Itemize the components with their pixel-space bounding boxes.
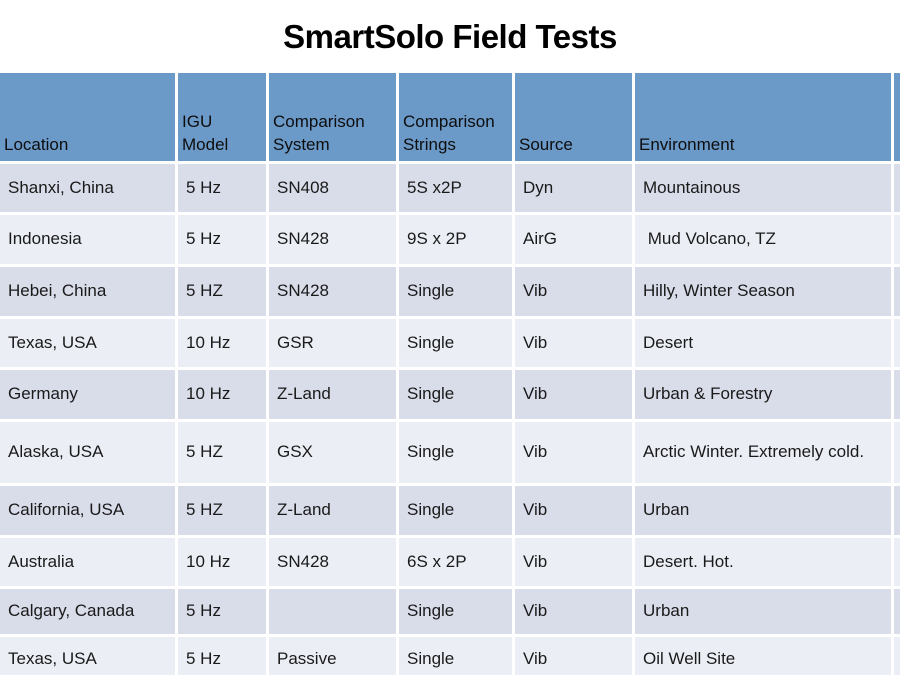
table-cell: California, USA xyxy=(0,486,175,535)
table-cell: 5S x2P xyxy=(399,164,512,212)
table-cell: Shanxi, China xyxy=(0,164,175,212)
cutoff-column-sliver xyxy=(894,164,900,212)
table-cell: Alaska, USA xyxy=(0,422,175,483)
table-cell: Hebei, China xyxy=(0,267,175,316)
column-header-source: Source xyxy=(515,73,632,161)
table-cell: Hilly, Winter Season xyxy=(635,267,891,316)
table-cell: 6S x 2P xyxy=(399,538,512,586)
table-cell: Passive xyxy=(269,637,396,675)
column-header-location: Location xyxy=(0,73,175,161)
table-cell: Vib xyxy=(515,637,632,675)
table-cell: Single xyxy=(399,267,512,316)
cutoff-column-sliver xyxy=(894,637,900,675)
table-cell: Vib xyxy=(515,370,632,419)
table-cell: GSX xyxy=(269,422,396,483)
table-cell: 9S x 2P xyxy=(399,215,512,264)
table-cell: Calgary, Canada xyxy=(0,589,175,634)
table-cell xyxy=(269,589,396,634)
table-cell: Vib xyxy=(515,538,632,586)
table-cell: 5 Hz xyxy=(178,215,266,264)
table-cell: Oil Well Site xyxy=(635,637,891,675)
table-cell: 5 HZ xyxy=(178,267,266,316)
table-cell: Texas, USA xyxy=(0,637,175,675)
column-header-igu-model: IGU Model xyxy=(178,73,266,161)
table-cell: Arctic Winter. Extremely cold. xyxy=(635,422,891,483)
table-cell: Texas, USA xyxy=(0,319,175,367)
table-cell: Australia xyxy=(0,538,175,586)
column-header-comparison-system: Comparison System xyxy=(269,73,396,161)
page-title: SmartSolo Field Tests xyxy=(283,18,617,55)
table-cell: Mud Volcano, TZ xyxy=(635,215,891,264)
table-cell: Single xyxy=(399,422,512,483)
table-cell: AirG xyxy=(515,215,632,264)
table-cell: Vib xyxy=(515,267,632,316)
table-cell: Desert xyxy=(635,319,891,367)
table-cell: 5 Hz xyxy=(178,164,266,212)
table-cell: SN428 xyxy=(269,538,396,586)
table-cell: Z-Land xyxy=(269,370,396,419)
cutoff-column-sliver xyxy=(894,215,900,264)
table-cell: Single xyxy=(399,319,512,367)
table-cell: Desert. Hot. xyxy=(635,538,891,586)
cutoff-column-sliver xyxy=(894,73,900,161)
table-cell: 5 HZ xyxy=(178,486,266,535)
table-cell: Mountainous xyxy=(635,164,891,212)
table-cell: SN428 xyxy=(269,267,396,316)
table-cell: 5 Hz xyxy=(178,637,266,675)
table-cell: GSR xyxy=(269,319,396,367)
cutoff-column-sliver xyxy=(894,538,900,586)
cutoff-column-sliver xyxy=(894,589,900,634)
table-cell: Single xyxy=(399,370,512,419)
table-cell: SN428 xyxy=(269,215,396,264)
table-cell: 5 Hz xyxy=(178,589,266,634)
table-cell: Vib xyxy=(515,422,632,483)
cutoff-column-sliver xyxy=(894,319,900,367)
table-cell: Vib xyxy=(515,319,632,367)
table-cell: Single xyxy=(399,486,512,535)
table-cell: Vib xyxy=(515,589,632,634)
table-cell: Single xyxy=(399,637,512,675)
table-cell: Urban xyxy=(635,589,891,634)
cutoff-column-sliver xyxy=(894,370,900,419)
cutoff-column-sliver xyxy=(894,486,900,535)
column-header-comparison-strings: Comparison Strings xyxy=(399,73,512,161)
table-cell: Dyn xyxy=(515,164,632,212)
cutoff-column-sliver xyxy=(894,422,900,483)
table-cell: Germany xyxy=(0,370,175,419)
field-tests-table: Location IGU Model Comparison System Compar… xyxy=(0,73,900,675)
table-cell: 10 Hz xyxy=(178,538,266,586)
table-cell: Urban & Forestry xyxy=(635,370,891,419)
table-cell: Z-Land xyxy=(269,486,396,535)
table-cell: 5 HZ xyxy=(178,422,266,483)
table-cell: 10 Hz xyxy=(178,319,266,367)
table-cell: Indonesia xyxy=(0,215,175,264)
table-cell: Single xyxy=(399,589,512,634)
table-cell: SN408 xyxy=(269,164,396,212)
table-cell: Vib xyxy=(515,486,632,535)
table-cell: 10 Hz xyxy=(178,370,266,419)
column-header-environment: Environment xyxy=(635,73,891,161)
table-cell: Urban xyxy=(635,486,891,535)
cutoff-column-sliver xyxy=(894,267,900,316)
